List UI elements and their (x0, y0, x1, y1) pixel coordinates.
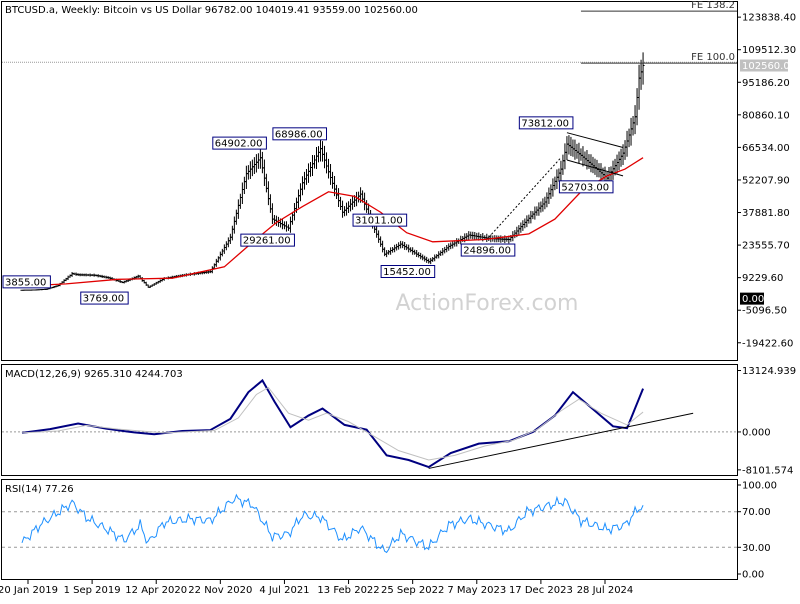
price-annotation-label: 15452.00 (383, 267, 431, 278)
macd-panel-frame (1, 364, 738, 476)
price-annotation-box (212, 136, 267, 150)
price-annotation-box (460, 243, 516, 257)
price-axis-label: -19422.60 (742, 338, 793, 349)
price-annotation-box (352, 213, 408, 227)
price-annotations: 3855.00 3769.00 64902.00 68986.00 29261.00 31… (2, 116, 614, 305)
price-annotation-box (272, 127, 328, 141)
price-axis-label: 9229.60 (742, 273, 783, 284)
rsi-line (21, 493, 644, 554)
macd-axis-label: 13124.939 (742, 366, 796, 377)
price-annotation-label: 68986.00 (275, 129, 323, 140)
time-axis-label: 13 Feb 2022 (317, 585, 379, 596)
moving-average-line (21, 157, 644, 287)
rsi-plot: 100.00 70.00 30.00 0.00 (2, 481, 777, 581)
time-axis-label: 1 Sep 2019 (64, 585, 121, 596)
rsi-axis-label: 70.00 (742, 507, 771, 518)
time-axis-label: 20 Jan 2019 (0, 585, 58, 596)
chart-title: BTCUSD.a, Weekly: Bitcoin vs US Dollar 9… (5, 5, 418, 16)
time-axis-label: 17 Dec 2023 (509, 585, 573, 596)
fe-level-label: FE 138.2 (691, 0, 735, 11)
time-axis-label: 25 Sep 2022 (381, 585, 444, 596)
price-axis-label: 52207.90 (742, 175, 790, 186)
current-price-label: 102560.00 (742, 61, 796, 72)
price-axis-label: 80860.10 (742, 110, 790, 121)
price-trendline (566, 159, 624, 177)
price-axis-label: 109512.30 (742, 45, 796, 56)
price-annotation-box (380, 265, 436, 279)
macd-line (21, 378, 644, 469)
watermark: ActionForex.com (396, 291, 579, 316)
time-axis: 20 Jan 2019 1 Sep 2019 12 Apr 2020 22 Nov 2… (0, 580, 633, 596)
price-annotation-box (240, 233, 295, 247)
time-axis-label: 22 Nov 2020 (188, 585, 252, 596)
price-annotation-label: 3855.00 (5, 277, 46, 288)
time-axis-label: 7 May 2023 (447, 585, 506, 596)
price-annotation-label: 73812.00 (521, 118, 569, 129)
price-annotation-label: 29261.00 (243, 236, 291, 247)
current-price-marker (740, 59, 788, 72)
time-axis-label: 12 Apr 2020 (125, 585, 187, 596)
rsi-axis-label: 0.00 (742, 570, 764, 581)
price-trendline (488, 157, 562, 238)
macd-signal-line (21, 386, 644, 461)
price-panel-frame (1, 1, 738, 361)
price-axis-label: 23555.70 (742, 241, 790, 252)
macd-axis-label: 0.000 (742, 427, 771, 438)
price-axis: 123838.40 109512.30 95186.20 80860.10 66534.… (737, 13, 796, 349)
price-overlays: 102560.00 0.00 FE 138.2 FE 100.0 (2, 0, 796, 305)
macd-trendline (428, 412, 694, 469)
rsi-axis-label: 30.00 (742, 543, 771, 554)
rsi-panel-frame (1, 479, 738, 580)
price-bar (641, 52, 645, 85)
time-axis-label: 28 Jul 2024 (577, 585, 634, 596)
price-annotation-box (80, 291, 129, 305)
price-annotation-label: 24896.00 (463, 246, 511, 257)
macd-plot: 13124.939 0.000 -8101.574 (2, 366, 796, 476)
zero-marker (740, 292, 764, 305)
price-annotation-label: 3769.00 (83, 294, 124, 305)
price-axis-label: 66534.00 (742, 143, 790, 154)
price-axis-label: 95186.20 (742, 78, 790, 89)
rsi-title: RSI(14) 77.26 (5, 484, 74, 495)
price-annotation-label: 31011.00 (355, 216, 403, 227)
time-axis-label: 4 Jul 2021 (259, 585, 309, 596)
zero-marker-label: 0.00 (742, 294, 764, 305)
price-annotation-box (558, 180, 614, 194)
price-annotation-box (2, 275, 51, 289)
price-annotation-label: 64902.00 (215, 139, 263, 150)
price-annotation-label: 52703.00 (561, 182, 609, 193)
price-annotation-box (518, 116, 574, 130)
macd-axis-label: -8101.574 (742, 465, 793, 476)
price-axis-label: 37881.80 (742, 208, 790, 219)
rsi-axis-label: 100.00 (742, 481, 777, 492)
macd-title: MACD(12,26,9) 9265.310 4244.703 (5, 369, 183, 380)
fe-level-label: FE 100.0 (691, 52, 735, 63)
price-axis-label: -5096.50 (742, 306, 787, 317)
price-trendline (566, 132, 624, 148)
price-axis-label: 123838.40 (742, 13, 796, 24)
